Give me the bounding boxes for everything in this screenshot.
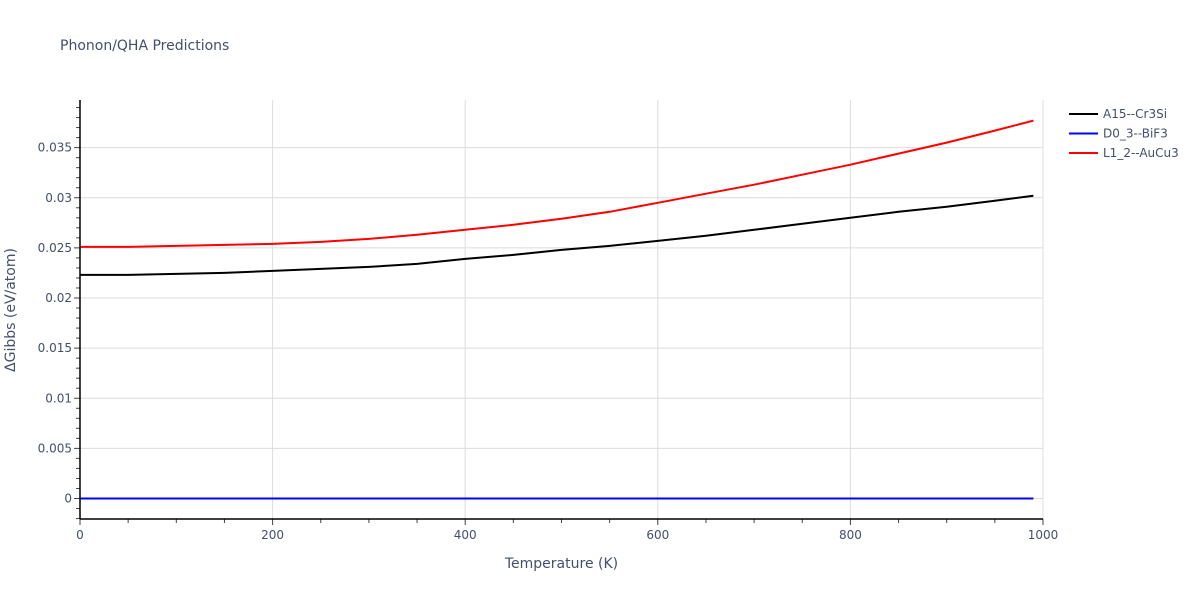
chart-title: Phonon/QHA Predictions bbox=[60, 38, 229, 54]
x-tick-label: 400 bbox=[454, 528, 477, 542]
legend-label: A15--Cr3Si bbox=[1103, 107, 1167, 121]
y-tick-label: 0.005 bbox=[38, 441, 72, 455]
legend[interactable]: A15--Cr3Si D0_3--BiF3 L1_2--AuCu3 bbox=[1069, 107, 1179, 160]
x-tick-label: 0 bbox=[76, 528, 84, 542]
legend-item[interactable]: L1_2--AuCu3 bbox=[1069, 146, 1179, 160]
y-tick-label: 0.015 bbox=[38, 341, 72, 355]
grid-lines bbox=[80, 100, 1044, 519]
axes: 0 200 400 600 800 1000 0 0.005 0.01 0.015 0.02 0.02… bbox=[38, 100, 1059, 542]
y-tick-label: 0.03 bbox=[45, 191, 72, 205]
y-tick-label: 0.025 bbox=[38, 241, 72, 255]
legend-label: D0_3--BiF3 bbox=[1103, 127, 1168, 141]
y-tick-label: 0.035 bbox=[38, 141, 72, 155]
x-tick-label: 600 bbox=[646, 528, 669, 542]
series-line-a15-cr3si[interactable] bbox=[80, 194, 1034, 276]
x-tick-label: 1000 bbox=[1028, 528, 1059, 542]
x-tick-label: 200 bbox=[261, 528, 284, 542]
y-tick-label: 0.02 bbox=[45, 291, 72, 305]
x-tick-label: 800 bbox=[839, 528, 862, 542]
legend-item[interactable]: D0_3--BiF3 bbox=[1069, 127, 1168, 141]
y-tick-label: 0 bbox=[64, 492, 72, 506]
series-line-l1-2-aucu3[interactable] bbox=[80, 119, 1034, 248]
x-axis-title: Temperature (K) bbox=[504, 556, 618, 572]
y-tick-label: 0.01 bbox=[45, 391, 72, 405]
legend-label: L1_2--AuCu3 bbox=[1103, 146, 1179, 160]
legend-item[interactable]: A15--Cr3Si bbox=[1069, 107, 1167, 121]
plot-area[interactable] bbox=[80, 119, 1034, 500]
y-axis-title: ΔGibbs (eV/atom) bbox=[3, 248, 19, 372]
